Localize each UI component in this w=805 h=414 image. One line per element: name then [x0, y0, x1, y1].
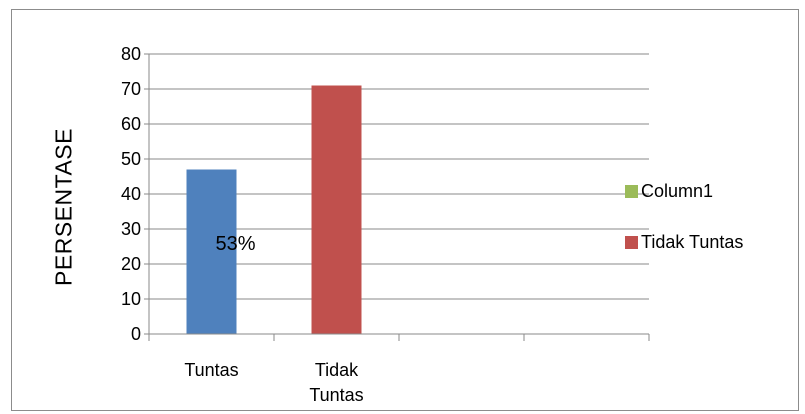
y-tick-label: 60: [121, 114, 141, 134]
legend-label-column1: Column1: [641, 180, 714, 201]
y-axis-label: PERSENTASE: [50, 128, 77, 286]
bar-tuntas: [186, 169, 237, 334]
y-tick-label: 20: [121, 254, 141, 274]
x-tick-label: Tuntas: [309, 385, 363, 405]
legend-label-tidak-tuntas: Tidak Tuntas: [641, 231, 744, 252]
y-tick-label: 40: [121, 184, 141, 204]
chart-frame: [11, 9, 799, 411]
y-tick-label: 10: [121, 289, 141, 309]
bar-tidak-tuntas: [311, 85, 362, 334]
legend-item-column1: Column1: [625, 181, 713, 201]
data-label: 53%: [216, 233, 256, 255]
y-tick-label: 50: [121, 149, 141, 169]
legend-item-tidak-tuntas: Tidak Tuntas: [625, 232, 743, 252]
legend-swatch-tidak-tuntas: [625, 235, 638, 249]
labels: 0 10 20 30 40 50 60 70 80 Tuntas Tidak Tuntas 53%: [121, 44, 364, 405]
legend-swatch-column1: [625, 184, 638, 198]
y-tick-label: 80: [121, 44, 141, 64]
y-tick-label: 30: [121, 219, 141, 239]
y-tick-label: 70: [121, 79, 141, 99]
y-tick-label: 0: [131, 324, 141, 344]
axes: [144, 53, 650, 341]
x-tick-label: Tuntas: [184, 360, 238, 380]
x-tick-label: Tidak: [315, 360, 359, 380]
bars: [186, 85, 362, 334]
